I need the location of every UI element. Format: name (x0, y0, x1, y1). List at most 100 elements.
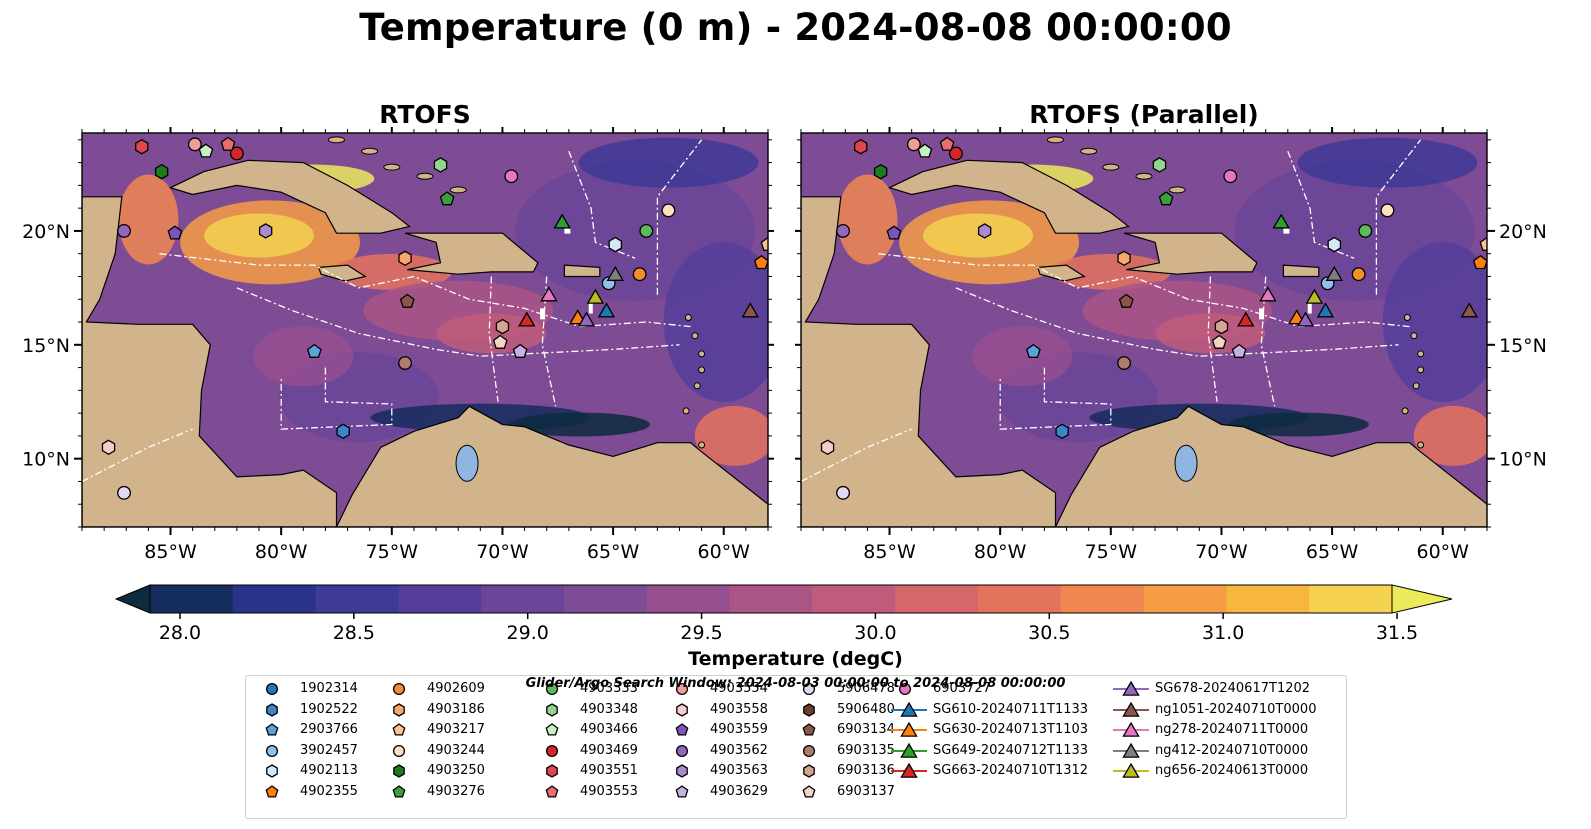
eez-boundary-2 (236, 287, 680, 357)
legend-marker-shape (265, 682, 279, 696)
marker-4903563 (977, 223, 992, 239)
legend-label: 5906478 (837, 681, 895, 696)
legend-marker-shape (545, 744, 559, 757)
marker-ng1051-20240710T0000 (741, 302, 760, 318)
legend-label: ng412-20240710T0000 (1155, 742, 1309, 758)
legend-label: 6903727 (933, 681, 991, 696)
legend-marker (675, 682, 689, 696)
legend-marker (265, 723, 279, 736)
map-panel-1: 85°W 80°W 75°W 70°W 65°W 60°W 20°N 15°N 10°N (22, 127, 774, 563)
island-3 (698, 366, 706, 374)
marker-4903217 (1479, 236, 1487, 251)
marker-4902609 (632, 267, 647, 282)
marker-SG610-20240711T1133 (1316, 302, 1335, 318)
colorbar-segment (481, 585, 565, 613)
legend-marker-shape (900, 721, 918, 737)
map-frame (81, 132, 769, 528)
legend-marker-shape (393, 764, 405, 778)
panel-title-rtofs-parallel: RTOFS (Parallel) (1029, 100, 1259, 129)
marker-ng278-20240711T0000 (540, 286, 558, 302)
marker-SG663-20240710T1312 (1237, 311, 1255, 327)
legend-marker (802, 784, 816, 798)
legend-label: 4902355 (300, 783, 358, 799)
south-america-land (1054, 405, 1487, 527)
legend-marker (393, 702, 405, 717)
marker-4903559 (886, 225, 902, 240)
marker-4903466 (917, 143, 933, 158)
island-2 (1417, 350, 1425, 358)
legend-label: 4903333 (580, 681, 638, 696)
marker-6903134 (1118, 293, 1134, 308)
legend-label: ng278-20240711T0000 (1155, 722, 1309, 737)
x-tick-label: 85°W (144, 541, 197, 563)
colorbar-segment (1226, 585, 1310, 613)
island-5 (1401, 407, 1409, 415)
marker-SG649-20240712T1133 (553, 213, 571, 229)
figure-title: Temperature (0 m) - 2024-08-08 00:00:00 (359, 6, 1232, 49)
bahamas-island-4 (1168, 186, 1186, 194)
hispaniola-land (1123, 232, 1258, 275)
puerto-rico-land (1282, 264, 1320, 278)
legend-marker (802, 744, 816, 757)
colorbar-segment (895, 585, 979, 613)
legend-marker (546, 764, 558, 778)
eez-boundary-6 (999, 367, 1112, 430)
eez-boundary-5 (656, 139, 703, 295)
marker-ng412-20240710T0000 (1325, 265, 1344, 281)
legend-label: 4903186 (427, 701, 485, 717)
eez-boundary-4 (541, 276, 557, 407)
marker-6903727 (504, 169, 519, 184)
marker-4903551 (854, 138, 868, 155)
marker-4903250 (154, 163, 169, 180)
legend-marker-shape (676, 702, 688, 717)
bahamas-island-0 (1046, 136, 1064, 144)
eez-boundary-1 (159, 253, 691, 328)
eez-boundary-3 (1207, 276, 1218, 402)
legend-label: 4903244 (427, 742, 485, 758)
legend-marker-shape (675, 682, 689, 696)
hispaniola-land (404, 232, 539, 275)
marker-4903553 (220, 136, 236, 151)
legend-marker-shape (900, 742, 918, 758)
legend-marker (1113, 721, 1149, 737)
bahamas-island-2 (383, 163, 401, 171)
lake-maracaibo (1174, 444, 1198, 482)
x-tick-label: 75°W (366, 541, 419, 563)
eez-boundary-7 (82, 428, 193, 483)
legend-label: 4903217 (427, 722, 485, 737)
legend-label: 4903559 (710, 722, 768, 737)
glider-track-2 (1259, 308, 1265, 320)
bahamas-island-0 (327, 136, 345, 144)
legend-marker-shape (1122, 721, 1140, 737)
legend-label: 4902609 (427, 681, 485, 696)
y-tick-label: 10°N (1499, 449, 1547, 471)
legend-marker-shape (1122, 701, 1140, 717)
legend-marker (675, 723, 689, 736)
legend-marker-shape (392, 744, 406, 757)
legend-marker (392, 723, 406, 736)
marker-1902522 (1055, 423, 1069, 440)
marker-4903333 (639, 223, 654, 238)
map-panel-2: 85°W 80°W 75°W 70°W 65°W 60°W 20°N 15°N 10°N (795, 127, 1547, 563)
x-tick-label: 60°W (1417, 541, 1470, 563)
legend-marker-shape (900, 701, 918, 717)
eez-boundary-5 (1375, 139, 1422, 295)
legend-label: 6903135 (837, 742, 895, 758)
marker-2903766 (1025, 343, 1041, 358)
central-america-land (801, 196, 1057, 527)
bahamas-island-1 (361, 147, 379, 155)
legend-marker-shape (546, 764, 558, 778)
marker-ng412-20240710T0000 (606, 265, 625, 281)
legend-marker-shape (675, 784, 689, 798)
legend-marker (803, 764, 815, 778)
legend-marker (546, 702, 558, 717)
legend-label: 4903554 (710, 681, 768, 696)
x-tick-label: 85°W (863, 541, 916, 563)
eez-boundary-8 (568, 150, 636, 259)
cuba-land (887, 159, 1130, 234)
y-tick-label: 20°N (22, 221, 70, 243)
colorbar: 28.0 28.5 29.0 29.5 30.0 30.5 31.0 31.5 (114, 584, 1453, 640)
legend-label: SG678-20240617T1202 (1155, 681, 1311, 696)
legend-marker-shape (676, 764, 688, 778)
x-tick-label: 80°W (974, 541, 1027, 563)
